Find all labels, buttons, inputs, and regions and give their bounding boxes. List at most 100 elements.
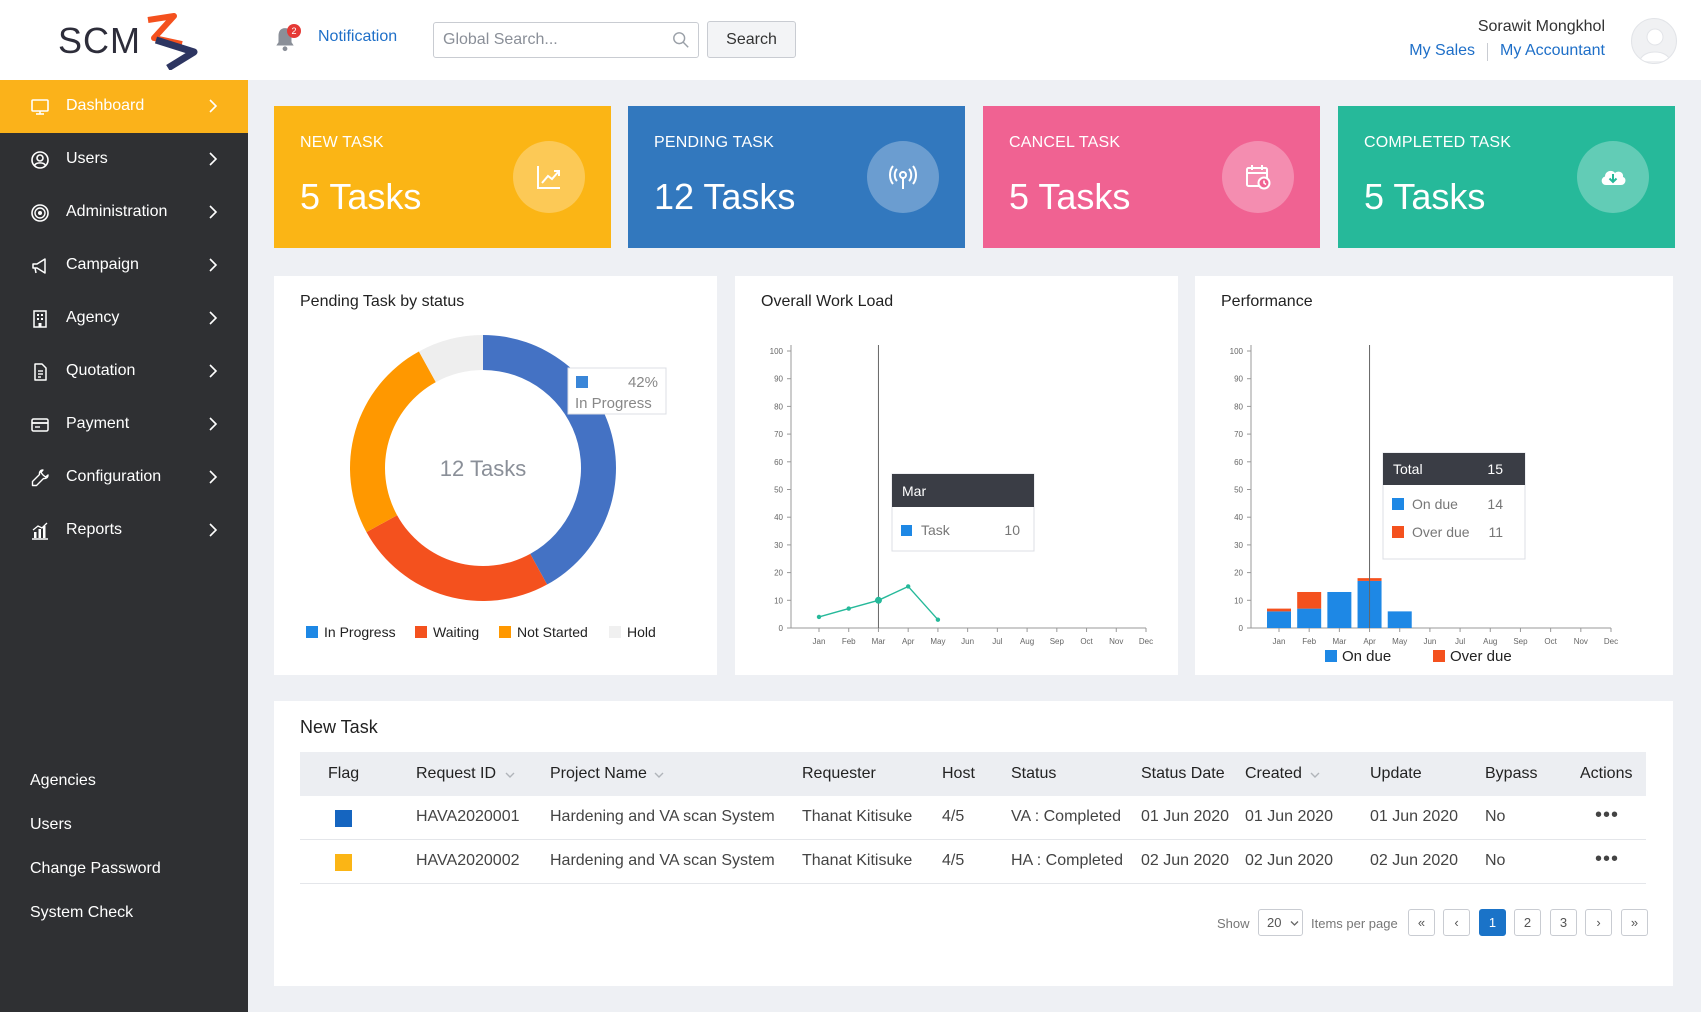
sidebar-item-label: Administration <box>66 203 168 220</box>
chevron-right-icon <box>209 258 218 272</box>
tooltip-swatch <box>1392 526 1404 538</box>
chevron-right-icon <box>209 364 218 378</box>
link-agencies[interactable]: Agencies <box>30 772 96 789</box>
more-actions-icon[interactable]: ••• <box>1595 848 1620 870</box>
sort-icon[interactable] <box>1310 771 1320 779</box>
logo-text: SCM <box>58 20 141 61</box>
sort-icon[interactable] <box>654 771 664 779</box>
table-row[interactable]: HAVA2020002 Hardening and VA scan System… <box>300 840 1646 884</box>
cell-update: 01 Jun 2020 <box>1370 808 1459 825</box>
page-size-select[interactable]: 20 <box>1258 909 1303 936</box>
bar-over-due <box>1267 608 1291 612</box>
link-change-password[interactable]: Change Password <box>30 860 161 877</box>
last-page-button[interactable]: » <box>1621 909 1648 936</box>
cell-created: 02 Jun 2020 <box>1245 852 1334 869</box>
bar-tooltip-header <box>1383 453 1525 485</box>
y-tick-label: 70 <box>774 430 783 439</box>
sidebar-item-quotation[interactable]: Quotation <box>0 345 248 398</box>
my-sales-link[interactable]: My Sales <box>1409 42 1476 59</box>
sidebar-item-administration[interactable]: Administration <box>0 186 248 239</box>
card-completed-task[interactable]: COMPLETED TASK 5 Tasks <box>1338 106 1675 248</box>
y-tick-label: 50 <box>1234 486 1243 495</box>
line-chart: 0 10 20 30 40 50 60 70 80 90 100 Jan Feb Mar Apr May Jun… <box>770 345 1153 646</box>
my-accountant-link[interactable]: My Accountant <box>1500 42 1605 59</box>
donut-center-label: 12 Tasks <box>440 456 526 481</box>
sidebar-item-payment[interactable]: Payment <box>0 398 248 451</box>
tooltip-total: 15 <box>1487 461 1503 477</box>
global-search-input[interactable] <box>443 23 663 57</box>
sidebar-item-label: Users <box>66 150 108 167</box>
bar-on-due <box>1267 611 1291 628</box>
bar-on-due <box>1387 611 1412 628</box>
card-cancel-task[interactable]: CANCEL TASK 5 Tasks <box>983 106 1320 248</box>
cell-status: VA : Completed <box>1011 808 1121 825</box>
x-tick-label: Oct <box>1544 637 1557 646</box>
top-header: SCM 2 Notification Search Sorawit Mongkh… <box>0 0 1701 80</box>
x-tick-label: Apr <box>1363 637 1376 646</box>
card-new-task[interactable]: NEW TASK 5 Tasks <box>274 106 611 248</box>
cell-requester: Thanat Kitisuke <box>802 808 913 825</box>
prev-page-button[interactable]: ‹ <box>1443 909 1470 936</box>
x-tick-label: May <box>1392 637 1407 646</box>
x-tick-label: Sep <box>1050 637 1065 646</box>
legend-label: Over due <box>1450 648 1512 665</box>
cell-host: 4/5 <box>942 808 965 825</box>
column-header-bypass: Bypass <box>1485 765 1538 782</box>
page-button-1[interactable]: 1 <box>1479 909 1506 936</box>
cell-created: 01 Jun 2020 <box>1245 808 1334 825</box>
table-header: Flag Request ID Project Name Requester H… <box>300 752 1646 796</box>
avatar[interactable] <box>1631 18 1677 64</box>
sidebar-item-label: Quotation <box>66 362 136 379</box>
panel-title: New Task <box>300 717 378 737</box>
column-header-request-id[interactable]: Request ID <box>416 765 497 782</box>
page-size-value: 20 <box>1267 915 1282 930</box>
donut-tooltip <box>567 367 667 415</box>
search-icon[interactable] <box>672 31 690 49</box>
cell-status: HA : Completed <box>1011 852 1124 869</box>
legend-swatch <box>499 626 511 638</box>
sidebar-item-users[interactable]: Users <box>0 133 248 186</box>
link-users[interactable]: Users <box>30 816 72 833</box>
table-row[interactable]: HAVA2020001 Hardening and VA scan System… <box>300 796 1646 840</box>
y-tick-label: 60 <box>1234 458 1243 467</box>
x-tick-label: Dec <box>1604 637 1618 646</box>
y-tick-label: 80 <box>774 402 783 411</box>
sidebar-item-reports[interactable]: Reports <box>0 504 248 557</box>
legend-swatch <box>1325 650 1337 662</box>
search-button[interactable]: Search <box>707 21 796 58</box>
scm-logo[interactable]: SCM <box>58 12 198 70</box>
tooltip-percent: 42% <box>628 374 658 391</box>
column-header-created[interactable]: Created <box>1245 765 1302 782</box>
column-header-update: Update <box>1370 765 1422 782</box>
link-system-check[interactable]: System Check <box>30 904 134 921</box>
legend-swatch <box>1433 650 1445 662</box>
chevron-down-icon <box>1290 921 1299 926</box>
sidebar-item-configuration[interactable]: Configuration <box>0 451 248 504</box>
panel-new-task: New Task <box>274 701 1673 986</box>
legend-swatch <box>609 626 621 638</box>
data-point <box>905 584 911 589</box>
sidebar-bottom-links: Agencies Users Change Password System Ch… <box>30 770 161 946</box>
page-button-2[interactable]: 2 <box>1514 909 1541 936</box>
sidebar-item-agency[interactable]: Agency <box>0 292 248 345</box>
notification-link[interactable]: Notification <box>318 28 398 45</box>
card-icon-circle <box>1577 141 1649 213</box>
page-button-3[interactable]: 3 <box>1550 909 1577 936</box>
card-icon <box>31 418 49 432</box>
chevron-right-icon <box>209 311 218 325</box>
data-point <box>874 596 882 604</box>
column-header-project-name[interactable]: Project Name <box>550 765 647 782</box>
legend-label: Not Started <box>517 624 588 640</box>
sort-icon[interactable] <box>505 771 515 779</box>
next-page-button[interactable]: › <box>1585 909 1612 936</box>
column-header-actions: Actions <box>1580 765 1633 782</box>
card-icon-circle <box>1222 141 1294 213</box>
trend-up-icon <box>537 166 560 189</box>
first-page-button[interactable]: « <box>1408 909 1435 936</box>
y-tick-label: 40 <box>774 513 783 522</box>
x-tick-label: Jun <box>1423 637 1436 646</box>
sidebar-item-dashboard[interactable]: Dashboard <box>0 80 248 133</box>
more-actions-icon[interactable]: ••• <box>1595 804 1620 826</box>
sidebar-item-campaign[interactable]: Campaign <box>0 239 248 292</box>
card-pending-task[interactable]: PENDING TASK 12 Tasks <box>628 106 965 248</box>
